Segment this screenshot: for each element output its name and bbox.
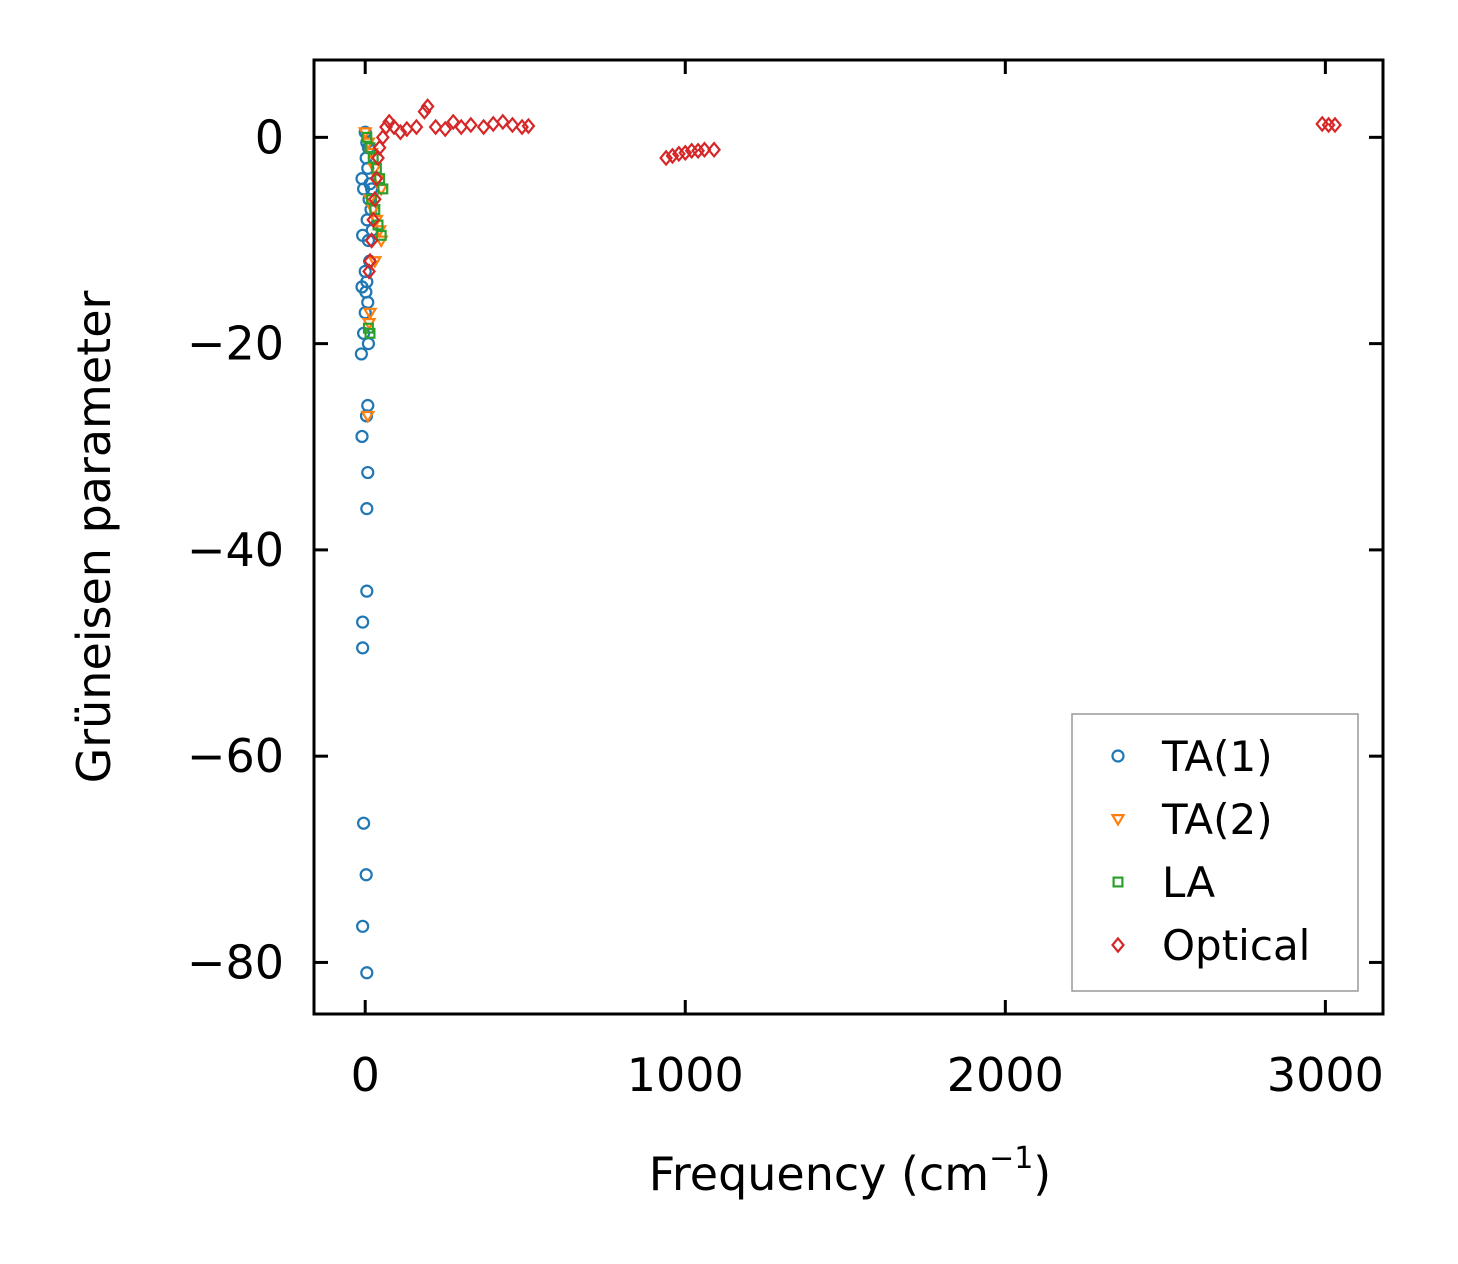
axes-frame <box>312 58 1385 1016</box>
data-point <box>446 113 461 131</box>
data-point <box>369 170 384 187</box>
data-point <box>362 263 376 280</box>
legend-items: TA(1) TA(2) LA Optical <box>1110 732 1310 970</box>
data-point <box>364 232 379 249</box>
data-point <box>505 116 520 134</box>
x-tick-label: 1000 <box>627 1048 744 1102</box>
data-point <box>354 347 368 361</box>
data-point <box>356 641 370 655</box>
data-point <box>361 233 376 248</box>
data-point <box>1328 116 1342 134</box>
data-point <box>515 118 529 136</box>
x-tick-label: 0 <box>351 1048 380 1102</box>
data-point <box>360 966 374 980</box>
legend-marker <box>1111 749 1125 763</box>
data-point <box>366 211 381 229</box>
data-point <box>377 183 389 195</box>
data-point <box>438 120 453 138</box>
y-axis-label: Grüneisen parameter <box>67 290 121 783</box>
legend-label: Optical <box>1162 921 1310 970</box>
data-point <box>417 103 432 120</box>
data-point <box>363 252 377 270</box>
data-point <box>367 152 379 164</box>
data-point <box>359 868 373 882</box>
legend-marker <box>1110 814 1126 827</box>
x-axis-label-close: ) <box>1033 1147 1051 1201</box>
data-point <box>697 141 712 159</box>
x-axis-label-superscript: −1 <box>989 1141 1033 1176</box>
x-tick-label: 3000 <box>1267 1048 1384 1102</box>
legend-label: TA(2) <box>1161 795 1273 844</box>
y-tick-label: −80 <box>187 935 284 989</box>
data-point <box>371 149 385 167</box>
data-point <box>356 615 370 629</box>
data-point <box>420 98 435 115</box>
data-point <box>357 816 371 830</box>
data-point <box>355 172 369 186</box>
data-point <box>707 141 722 159</box>
data-point <box>367 256 383 269</box>
data-point <box>665 147 680 165</box>
data-point <box>361 131 373 143</box>
legend-marker <box>1111 936 1125 954</box>
data-layer <box>354 98 1342 980</box>
data-point <box>355 429 369 444</box>
data-point <box>373 235 389 249</box>
y-tick-label: −20 <box>187 317 284 371</box>
data-point <box>361 337 376 351</box>
data-point <box>367 190 382 208</box>
data-point <box>678 144 693 162</box>
data-point <box>360 410 376 424</box>
data-point <box>375 229 387 241</box>
x-tick-label: 2000 <box>947 1048 1064 1102</box>
data-point <box>463 116 478 134</box>
data-point <box>364 327 376 339</box>
legend: TA(1) TA(2) LA Optical <box>1071 713 1359 992</box>
data-point <box>356 919 370 933</box>
data-point <box>476 118 491 136</box>
data-point <box>387 118 401 136</box>
legend-marker <box>1112 876 1124 888</box>
data-point <box>428 118 443 136</box>
data-point <box>495 113 510 131</box>
legend-label: LA <box>1162 858 1215 907</box>
data-point <box>375 129 390 146</box>
y-tick-label: −40 <box>187 523 284 577</box>
data-point <box>409 118 424 136</box>
y-tick-label: 0 <box>255 110 284 164</box>
x-axis-label: Frequency (cm−1) <box>649 1141 1052 1201</box>
legend-label: TA(1) <box>1161 732 1273 781</box>
data-point <box>360 502 374 516</box>
data-point <box>671 145 686 163</box>
data-point <box>360 584 374 598</box>
data-point <box>691 142 706 160</box>
y-tick-label: −60 <box>187 729 284 783</box>
data-point <box>521 117 536 135</box>
data-point <box>362 307 378 321</box>
data-point <box>486 115 501 133</box>
tick-layer: 0 1000 2000 3000 0 −20 −40 −60 −80 <box>187 60 1384 1102</box>
data-point <box>393 123 408 141</box>
series-ta-1 <box>354 125 379 980</box>
data-point <box>361 465 375 480</box>
series-optical <box>362 98 1342 280</box>
data-point <box>659 149 673 167</box>
